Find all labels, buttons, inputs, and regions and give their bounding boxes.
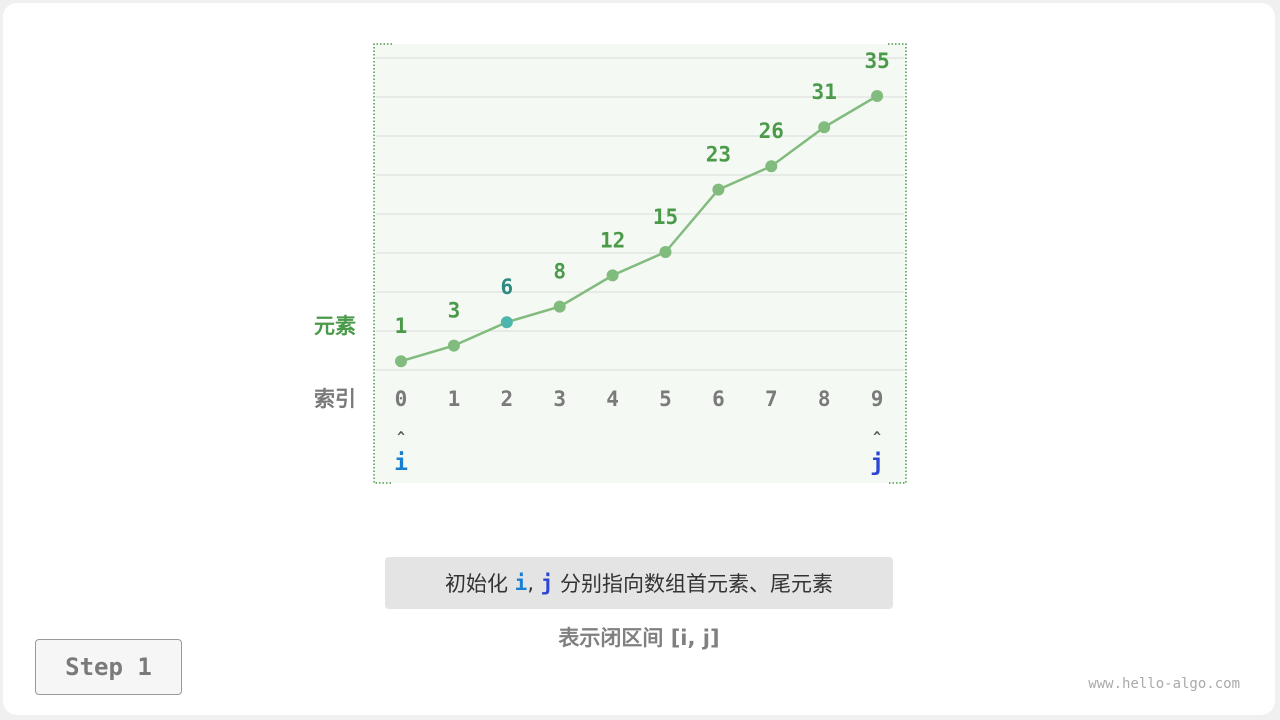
value-line [400,94,878,363]
panel-border [373,43,907,484]
step-button[interactable]: Step 1 [35,639,182,695]
pointer-j: j [870,450,884,476]
value-label: 35 [864,49,889,73]
value-point [447,339,460,352]
caption-j: j [540,571,554,595]
watermark: www.hello-algo.com [1088,676,1240,692]
caption-sep: , [527,571,541,595]
value-label: 12 [600,228,625,252]
index-label: 8 [818,387,831,411]
index-label: 7 [765,387,778,411]
value-point [500,316,513,329]
value-label: 15 [653,205,678,229]
index-label: 2 [500,387,513,411]
value-label: 6 [500,275,513,299]
index-label: 5 [659,387,672,411]
value-point [765,160,778,173]
elements-row-label: 元素 [314,314,356,338]
index-label: 4 [606,387,619,411]
step-caption: 初始化 i, j 分别指向数组首元素、尾元素 [385,557,893,609]
pointer-arrow-icon: ^ [397,430,405,445]
value-label: 26 [759,119,784,143]
value-point [818,121,831,134]
value-point [553,300,566,313]
value-point [871,90,884,102]
caption-suffix: 分别指向数组首元素、尾元素 [553,572,834,596]
index-label: 6 [712,387,725,411]
value-point [659,246,672,258]
value-point [395,355,407,368]
indices-row-label: 索引 [314,387,356,411]
caption-i: i [514,571,528,595]
pointer-i: i [394,450,408,476]
pointer-arrow-icon: ^ [873,430,881,445]
value-label: 23 [706,143,731,167]
value-label: 3 [448,299,461,323]
value-point [712,183,725,196]
interval-subtitle: 表示闭区间 [i, j] [558,626,720,650]
index-label: 3 [553,387,566,411]
index-label: 1 [448,387,461,411]
index-label: 0 [395,387,408,411]
value-point [606,269,619,282]
value-label: 31 [812,80,837,104]
value-label: 8 [553,260,566,284]
index-label: 9 [871,387,884,411]
caption-prefix: 初始化 [444,572,515,596]
value-label: 1 [395,314,408,338]
